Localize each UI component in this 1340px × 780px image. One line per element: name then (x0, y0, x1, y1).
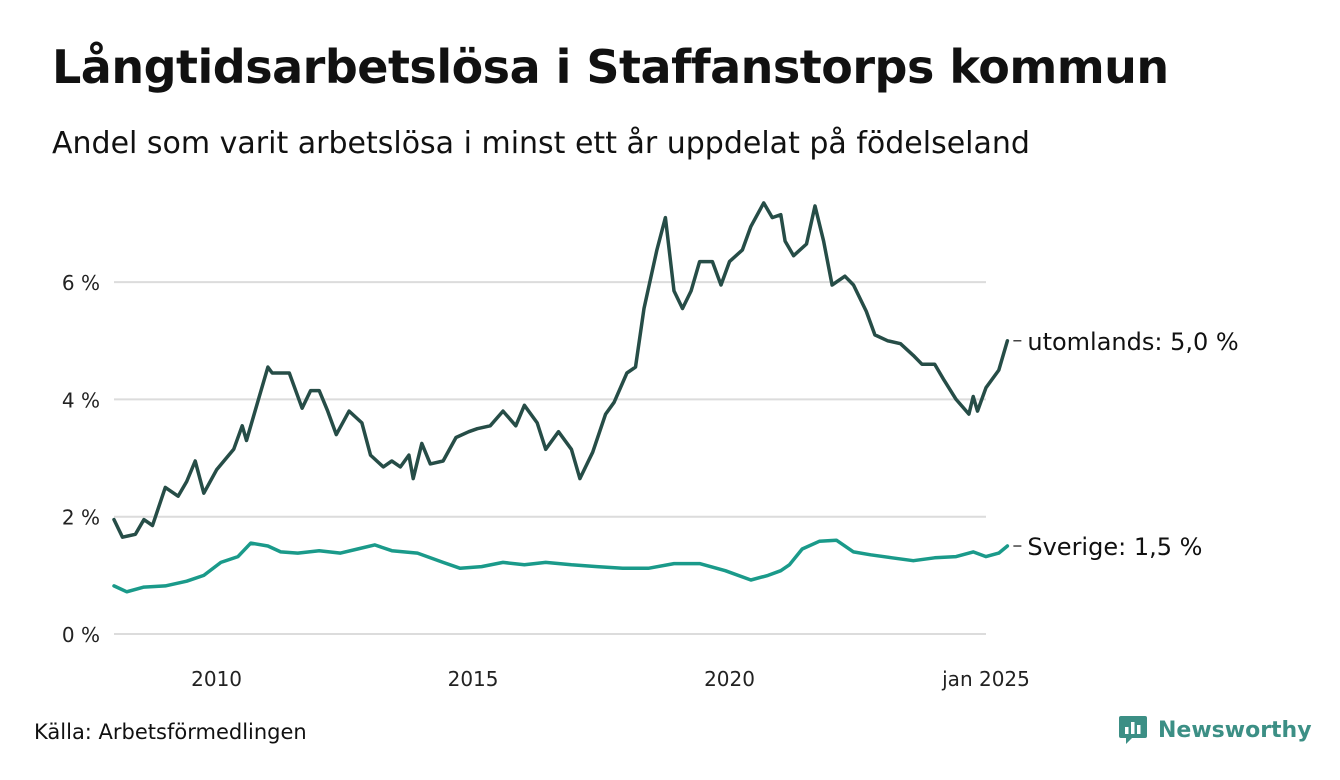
brand-name: Newsworthy (1158, 717, 1312, 743)
chart-subtitle: Andel som varit arbetslösa i minst ett å… (52, 126, 1030, 161)
x-tick-label: 2020 (704, 667, 755, 691)
chart-title: Långtidsarbetslösa i Staffanstorps kommu… (52, 40, 1169, 94)
y-tick-label: 0 % (62, 623, 100, 647)
x-tick-label: jan 2025 (941, 667, 1030, 691)
y-tick-label: 2 % (62, 506, 100, 530)
series-lines (112, 201, 1010, 594)
y-tick-label: 6 % (62, 271, 100, 295)
series-line-sverige (112, 538, 1010, 594)
gridlines (114, 281, 986, 635)
y-axis: 0 % 2 % 4 % 6 % (62, 271, 100, 647)
x-axis: 2010 2015 2020 jan 2025 (191, 667, 1030, 691)
bar-chart-speech-bubble-icon (1119, 716, 1147, 744)
end-label-sverige: Sverige: 1,5 % (1027, 533, 1202, 561)
x-tick-label: 2010 (191, 667, 242, 691)
x-tick-label: 2015 (448, 667, 499, 691)
series-end-labels: utomlands: 5,0 % Sverige: 1,5 % (1013, 328, 1239, 561)
brand-logo: Newsworthy (1118, 714, 1312, 746)
end-label-utomlands: utomlands: 5,0 % (1027, 328, 1238, 356)
y-tick-label: 4 % (62, 388, 100, 412)
series-line-utomlands (112, 201, 1010, 539)
source-note: Källa: Arbetsförmedlingen (34, 720, 307, 744)
